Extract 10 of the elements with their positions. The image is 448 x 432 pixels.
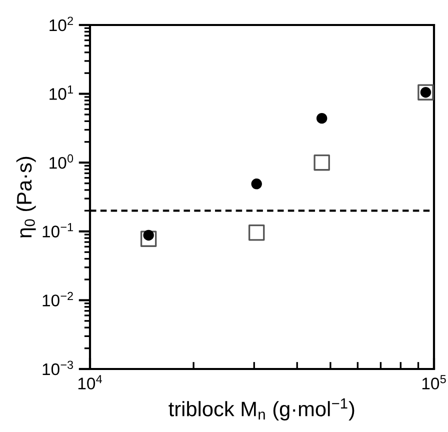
x-axis-title: triblock M$_{n}$ (g·mol$^{−1}$) xyxy=(168,398,354,420)
x-tick-label: 10$^{5}$ xyxy=(422,375,446,390)
y-tick-label: 10$^{−2}$ xyxy=(42,292,73,306)
y-tick-label: 10$^{1}$ xyxy=(50,86,73,100)
y-tick-label: 10$^{−3}$ xyxy=(42,360,74,376)
y-tick-label: 10$^{−1}$ xyxy=(42,223,73,238)
y-tick-label: 10$^{2}$ xyxy=(50,16,73,32)
y-tick-label: 10$^{0}$ xyxy=(50,154,74,169)
x-tick-label: 10$^{4}$ xyxy=(78,375,102,390)
y-axis-title: η$_{0}$ (Pa·s) xyxy=(16,156,36,238)
